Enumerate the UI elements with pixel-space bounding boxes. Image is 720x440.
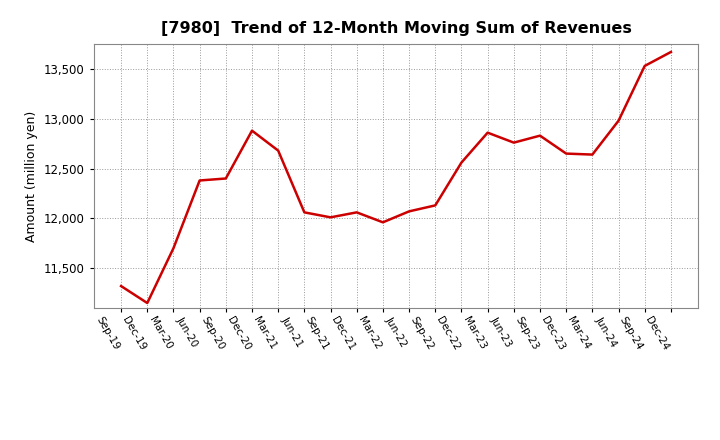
Title: [7980]  Trend of 12-Month Moving Sum of Revenues: [7980] Trend of 12-Month Moving Sum of R…	[161, 21, 631, 36]
Y-axis label: Amount (million yen): Amount (million yen)	[25, 110, 38, 242]
